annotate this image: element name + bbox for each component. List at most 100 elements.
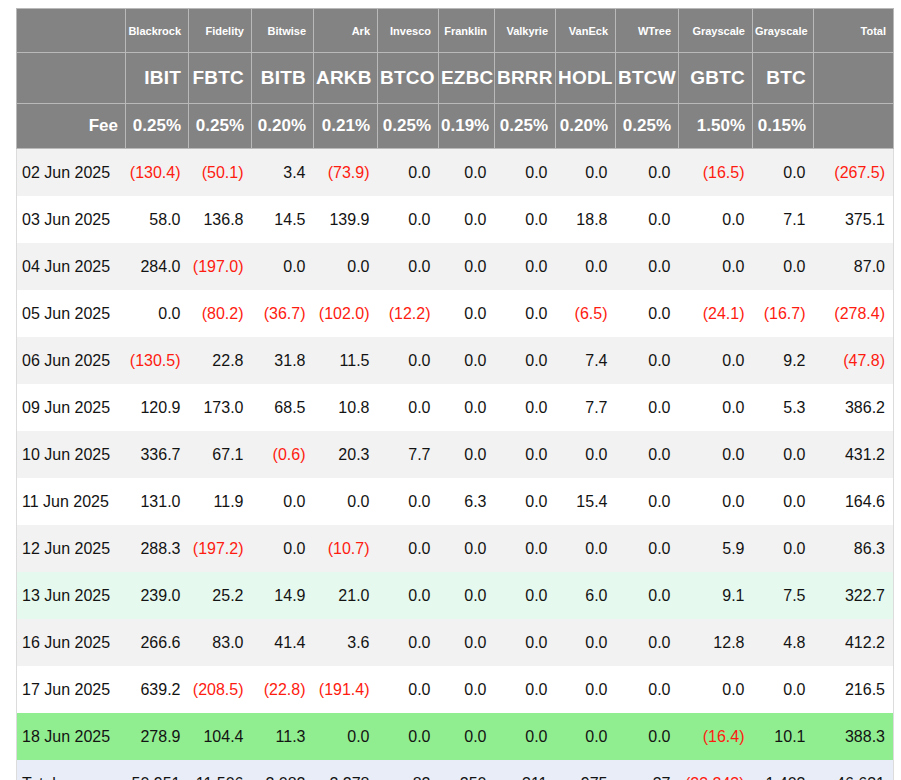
value-cell: 0.0 (753, 243, 814, 290)
value-cell: 0.0 (679, 196, 753, 243)
value-cell: 336.7 (126, 431, 189, 478)
value-cell: 58.0 (126, 196, 189, 243)
fee-cell: 0.20% (556, 104, 616, 149)
value-cell: (16.7) (753, 290, 814, 337)
value-cell: 0.0 (378, 572, 439, 619)
value-cell: 131.0 (126, 478, 189, 525)
fee-cell: 0.25% (189, 104, 252, 149)
value-cell: 288.3 (126, 525, 189, 572)
value-cell: 0.0 (439, 243, 495, 290)
value-cell: (16.4) (679, 713, 753, 760)
value-cell: 0.0 (753, 149, 814, 197)
value-cell: (197.2) (189, 525, 252, 572)
value-cell: 0.0 (495, 619, 556, 666)
value-cell: 18.8 (556, 196, 616, 243)
value-cell: 0.0 (495, 431, 556, 478)
value-cell: 0.0 (439, 525, 495, 572)
value-cell: 278.9 (126, 713, 189, 760)
provider-header: Valkyrie (495, 9, 556, 53)
provider-header: Bitwise (252, 9, 314, 53)
value-cell: (102.0) (314, 290, 378, 337)
value-cell: 5.3 (753, 384, 814, 431)
value-cell: (80.2) (189, 290, 252, 337)
total-value-cell: (23,243) (679, 760, 753, 780)
value-cell: 639.2 (126, 666, 189, 713)
flow-row: 03 Jun 202558.0136.814.5139.90.00.00.018… (17, 196, 894, 243)
provider-header: Grayscale (753, 9, 814, 53)
value-cell: 12.8 (679, 619, 753, 666)
value-cell: 3.4 (252, 149, 314, 197)
value-cell: 0.0 (439, 666, 495, 713)
row-total-cell: 375.1 (814, 196, 894, 243)
fee-cell: 0.25% (495, 104, 556, 149)
total-value-cell: 1,403 (753, 760, 814, 780)
value-cell: 0.0 (495, 572, 556, 619)
ticker-header: EZBC (439, 53, 495, 104)
value-cell: 0.0 (378, 243, 439, 290)
value-cell: 0.0 (252, 525, 314, 572)
value-cell: 0.0 (616, 290, 679, 337)
value-cell: 0.0 (378, 149, 439, 197)
value-cell: 0.0 (439, 572, 495, 619)
total-value-cell: 2,278 (314, 760, 378, 780)
row-total-cell: (278.4) (814, 290, 894, 337)
provider-header: Ark (314, 9, 378, 53)
value-cell: 20.3 (314, 431, 378, 478)
value-cell: 0.0 (252, 478, 314, 525)
value-cell: 0.0 (679, 337, 753, 384)
value-cell: 0.0 (378, 525, 439, 572)
fee-cell: 0.25% (126, 104, 189, 149)
flow-row: 10 Jun 2025336.767.1(0.6)20.37.70.00.00.… (17, 431, 894, 478)
provider-header: Franklin (439, 9, 495, 53)
value-cell: 25.2 (189, 572, 252, 619)
value-cell: (197.0) (189, 243, 252, 290)
value-cell: 0.0 (439, 619, 495, 666)
date-cell: 03 Jun 2025 (17, 196, 126, 243)
value-cell: 0.0 (314, 243, 378, 290)
value-cell: 0.0 (439, 337, 495, 384)
value-cell: 0.0 (616, 713, 679, 760)
value-cell: 11.9 (189, 478, 252, 525)
value-cell: 0.0 (753, 431, 814, 478)
flow-row: 05 Jun 20250.0(80.2)(36.7)(102.0)(12.2)0… (17, 290, 894, 337)
fee-row-label: Fee (17, 104, 126, 149)
value-cell: 0.0 (679, 243, 753, 290)
total-row-label: Total (17, 760, 126, 780)
date-cell: 11 Jun 2025 (17, 478, 126, 525)
value-cell: 0.0 (495, 290, 556, 337)
date-cell: 06 Jun 2025 (17, 337, 126, 384)
value-cell: 5.9 (679, 525, 753, 572)
blank-header-cell (814, 104, 894, 149)
value-cell: 0.0 (616, 337, 679, 384)
provider-header: Fidelity (189, 9, 252, 53)
value-cell: 7.1 (753, 196, 814, 243)
row-total-cell: 164.6 (814, 478, 894, 525)
value-cell: 139.9 (314, 196, 378, 243)
corner-cell (17, 53, 126, 104)
flow-row: 06 Jun 2025(130.5)22.831.811.50.00.00.07… (17, 337, 894, 384)
btc-etf-daily-flows-table: BlackrockFidelityBitwiseArkInvescoFrankl… (16, 8, 894, 780)
value-cell: 6.0 (556, 572, 616, 619)
value-cell: 0.0 (679, 431, 753, 478)
provider-header: Blackrock (126, 9, 189, 53)
value-cell: 0.0 (495, 243, 556, 290)
value-cell: (6.5) (556, 290, 616, 337)
total-value-cell: 46,631 (814, 760, 894, 780)
value-cell: 10.8 (314, 384, 378, 431)
ticker-header: BITB (252, 53, 314, 104)
date-cell: 10 Jun 2025 (17, 431, 126, 478)
ticker-header-row: IBITFBTCBITBARKBBTCOEZBCBRRRHODLBTCWGBTC… (17, 53, 894, 104)
value-cell: 83.0 (189, 619, 252, 666)
value-cell: 0.0 (378, 478, 439, 525)
date-cell: 12 Jun 2025 (17, 525, 126, 572)
total-column-header: Total (814, 9, 894, 53)
etf-flows-page: BlackrockFidelityBitwiseArkInvescoFrankl… (0, 0, 901, 780)
flow-row: 04 Jun 2025284.0(197.0)0.00.00.00.00.00.… (17, 243, 894, 290)
table-header: BlackrockFidelityBitwiseArkInvescoFrankl… (17, 9, 894, 149)
value-cell: 284.0 (126, 243, 189, 290)
value-cell: (36.7) (252, 290, 314, 337)
total-value-cell: 82 (378, 760, 439, 780)
flow-row: 02 Jun 2025(130.4)(50.1)3.4(73.9)0.00.00… (17, 149, 894, 197)
value-cell: (24.1) (679, 290, 753, 337)
value-cell: 0.0 (616, 666, 679, 713)
